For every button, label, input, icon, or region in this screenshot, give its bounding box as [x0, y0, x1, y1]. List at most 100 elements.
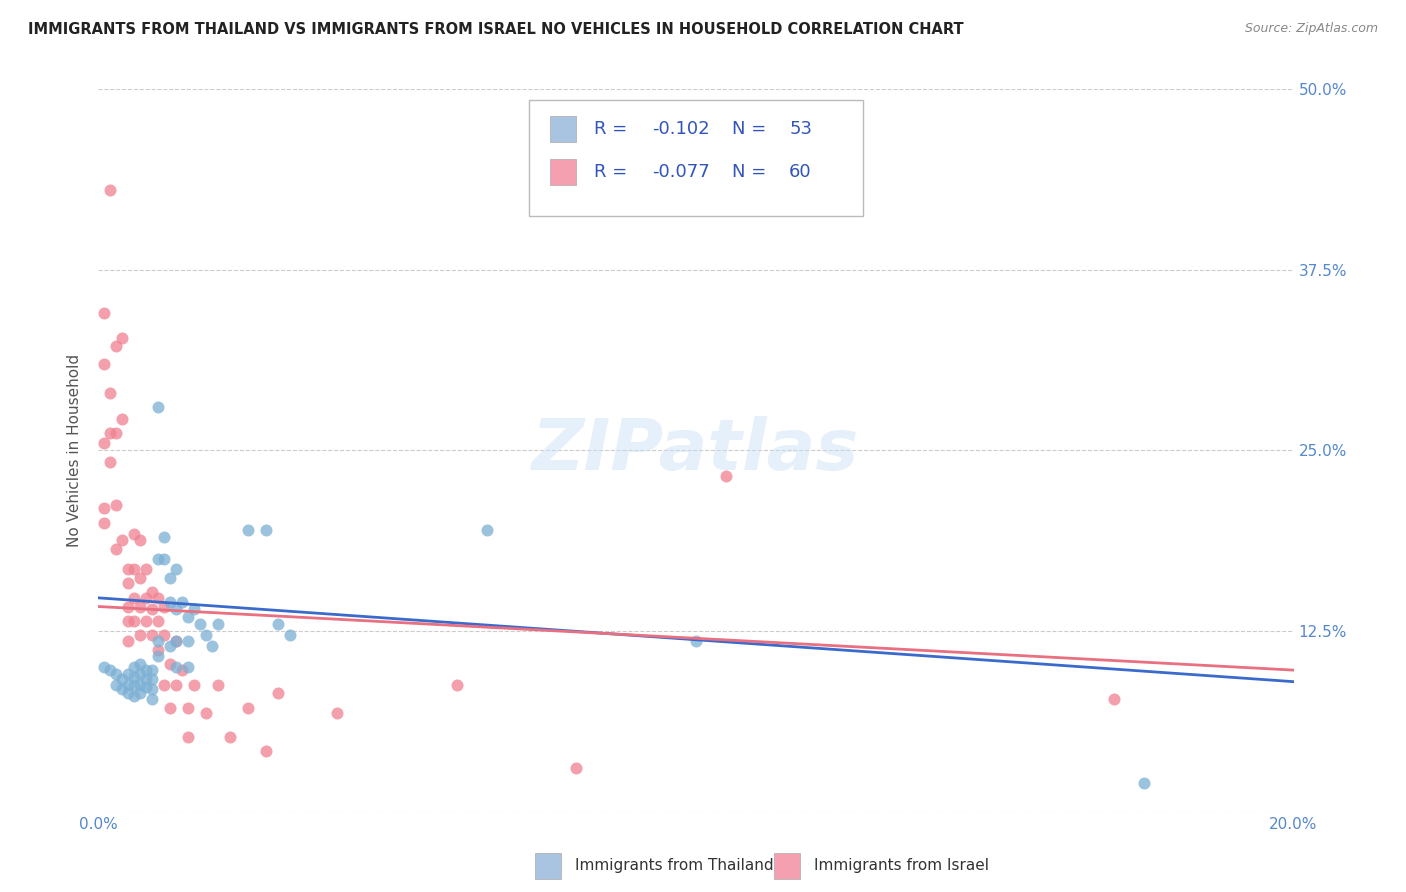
Text: R =: R = — [595, 120, 633, 138]
Point — [153, 677, 176, 691]
Point — [93, 357, 115, 371]
Point — [117, 667, 139, 681]
Point — [129, 686, 152, 700]
Point — [1104, 692, 1126, 706]
Point — [141, 692, 163, 706]
Point — [98, 385, 122, 400]
Point — [153, 628, 176, 642]
Point — [153, 530, 176, 544]
Point — [141, 663, 163, 677]
Point — [165, 562, 187, 576]
Point — [105, 426, 128, 441]
Point — [111, 672, 134, 686]
Point — [135, 681, 157, 695]
Point — [105, 541, 128, 556]
Point — [93, 660, 115, 674]
Point — [172, 595, 194, 609]
Text: N =: N = — [733, 120, 772, 138]
Point — [105, 339, 128, 353]
Point — [183, 677, 205, 691]
Point — [93, 516, 115, 530]
Point — [129, 599, 152, 614]
Text: Immigrants from Israel: Immigrants from Israel — [814, 858, 990, 873]
Point — [165, 660, 187, 674]
Point — [219, 730, 242, 744]
Point — [278, 628, 301, 642]
Point — [111, 533, 134, 547]
Text: Immigrants from Thailand: Immigrants from Thailand — [575, 858, 773, 873]
Point — [135, 614, 157, 628]
Point — [93, 436, 115, 450]
Point — [141, 602, 163, 616]
Point — [236, 700, 259, 714]
Point — [177, 634, 200, 648]
Point — [98, 426, 122, 441]
Point — [326, 706, 349, 721]
FancyBboxPatch shape — [534, 853, 561, 879]
Point — [117, 634, 139, 648]
Point — [165, 677, 187, 691]
Point — [148, 614, 170, 628]
Point — [117, 686, 139, 700]
Point — [148, 643, 170, 657]
Point — [93, 501, 115, 516]
Point — [159, 700, 181, 714]
Point — [475, 523, 498, 537]
Point — [141, 681, 163, 696]
Point — [177, 700, 200, 714]
Point — [105, 677, 128, 691]
Point — [135, 663, 157, 677]
Point — [165, 634, 187, 648]
Point — [177, 660, 200, 674]
Point — [98, 183, 122, 197]
Point — [117, 562, 139, 576]
Point — [195, 628, 218, 642]
Point — [183, 602, 205, 616]
Point — [129, 533, 152, 547]
Point — [117, 614, 139, 628]
Point — [124, 660, 146, 674]
Point — [129, 657, 152, 672]
Point — [165, 634, 187, 648]
Point — [117, 599, 139, 614]
Point — [124, 677, 146, 691]
Point — [254, 744, 277, 758]
Point — [195, 706, 218, 721]
Text: IMMIGRANTS FROM THAILAND VS IMMIGRANTS FROM ISRAEL NO VEHICLES IN HOUSEHOLD CORR: IMMIGRANTS FROM THAILAND VS IMMIGRANTS F… — [28, 22, 963, 37]
Point — [124, 670, 146, 684]
Point — [153, 551, 176, 566]
Point — [172, 663, 194, 677]
FancyBboxPatch shape — [550, 116, 576, 142]
Text: -0.102: -0.102 — [652, 120, 710, 138]
Point — [165, 602, 187, 616]
Point — [129, 677, 152, 691]
Text: 60: 60 — [789, 163, 811, 181]
Point — [159, 571, 181, 585]
Point — [236, 523, 259, 537]
Point — [254, 523, 277, 537]
Point — [148, 551, 170, 566]
Point — [105, 499, 128, 513]
Text: ZIPatlas: ZIPatlas — [533, 416, 859, 485]
Point — [124, 689, 146, 703]
Point — [148, 648, 170, 663]
Point — [111, 331, 134, 345]
Point — [135, 672, 157, 686]
Point — [565, 761, 588, 775]
Point — [117, 576, 139, 591]
Point — [267, 686, 290, 700]
Point — [148, 400, 170, 414]
FancyBboxPatch shape — [773, 853, 800, 879]
Point — [714, 469, 737, 483]
Point — [201, 639, 224, 653]
Point — [159, 595, 181, 609]
Point — [93, 306, 115, 320]
Y-axis label: No Vehicles in Household: No Vehicles in Household — [67, 354, 83, 547]
Point — [117, 677, 139, 691]
Point — [685, 634, 707, 648]
Point — [98, 663, 122, 677]
Point — [129, 571, 152, 585]
Point — [141, 585, 163, 599]
Point — [129, 667, 152, 681]
Point — [207, 677, 229, 691]
